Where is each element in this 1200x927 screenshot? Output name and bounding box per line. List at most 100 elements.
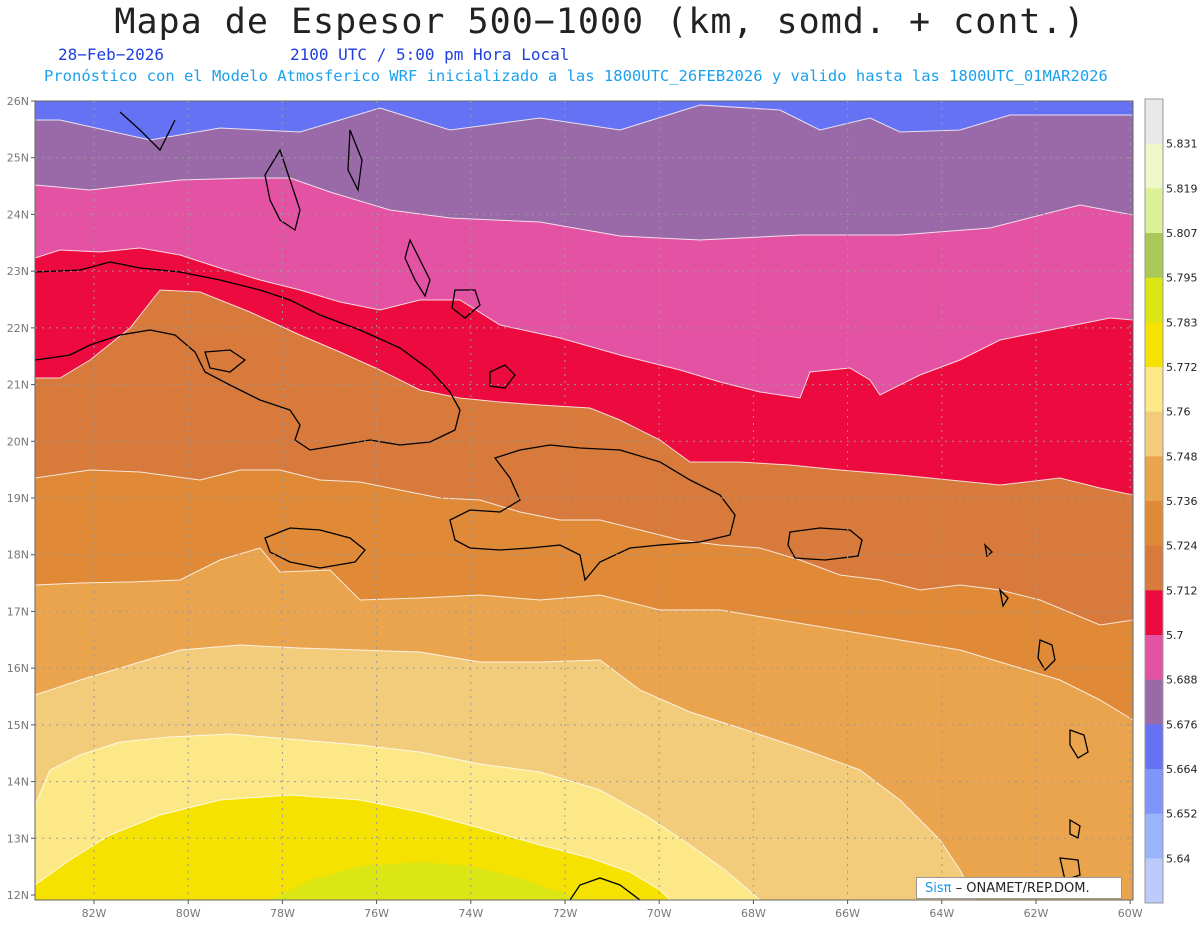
colorbar-swatch [1145, 277, 1163, 323]
trinidad [1059, 857, 1081, 881]
lat-label: 14N [7, 776, 29, 789]
contour-lines [35, 104, 1133, 900]
lon-label: 64W [929, 907, 954, 920]
turks-caicos [489, 364, 516, 389]
lon-label: 78W [270, 907, 295, 920]
lat-label: 26N [7, 95, 29, 108]
colorbar-label: 5.688 [1166, 674, 1198, 687]
colorbar-swatch [1145, 635, 1163, 681]
colorbar-swatch [1145, 367, 1163, 413]
lon-label: 66W [835, 907, 860, 920]
lon-label: 72W [553, 907, 578, 920]
lon-label: 62W [1024, 907, 1049, 920]
colorbar-swatch [1145, 456, 1163, 502]
colorbar-label: 5.664 [1166, 763, 1198, 776]
lat-label: 18N [7, 549, 29, 562]
colorbar-label: 5.736 [1166, 495, 1198, 508]
latitude-labels: 26N 25N 24N 23N 22N 21N 20N 19N 18N 17N 16N 15N 14N 1… [7, 95, 29, 902]
forecast-date: 28−Feb−2026 [58, 45, 164, 64]
colorbar-swatch [1145, 99, 1163, 145]
lat-label: 23N [7, 265, 29, 278]
credit-box: Sisπ – ONAMET/REP.DOM. [916, 877, 1122, 899]
band-5.772 [35, 795, 670, 900]
bahamas-andros [264, 148, 301, 232]
band-5.783 [270, 862, 580, 900]
lat-label: 24N [7, 208, 29, 221]
lat-label: 22N [7, 322, 29, 335]
leeward-2 [983, 543, 993, 558]
lat-label: 12N [7, 889, 29, 902]
coastlines [35, 111, 1089, 900]
colorbar-label: 5.748 [1166, 450, 1198, 463]
lon-label: 70W [647, 907, 672, 920]
longitude-labels: 82W 80W 78W 76W 74W 72W 70W 68W 66W 64W 62W 60W [82, 907, 1143, 920]
bahamas-south [404, 238, 431, 298]
puerto-rico-coast [787, 527, 863, 561]
colorbar-swatch [1145, 813, 1163, 859]
colorbar-swatch [1145, 769, 1163, 815]
hispaniola-coast [449, 444, 736, 582]
lon-label: 74W [458, 907, 483, 920]
thickness-bands [35, 101, 1133, 900]
colorbar-swatch [1145, 188, 1163, 234]
colorbar-swatch [1145, 233, 1163, 279]
isla-juventud [204, 349, 247, 373]
grid-lines [31, 100, 1133, 904]
lon-label: 60W [1118, 907, 1143, 920]
credit-text: – ONAMET/REP.DOM. [951, 881, 1090, 896]
colorbar-swatch [1145, 679, 1163, 725]
lat-label: 25N [7, 152, 29, 165]
colorbar-label: 5.7 [1166, 629, 1184, 642]
colorbar-frame [1144, 98, 1164, 904]
colorbar-swatch [1145, 501, 1163, 547]
colorbar-label: 5.795 [1166, 272, 1198, 285]
lat-label: 17N [7, 605, 29, 618]
colorbar-label: 5.831 [1166, 138, 1198, 151]
colorbar-label: 5.64 [1166, 852, 1191, 865]
band-5.688 [35, 178, 1133, 398]
colorbar-swatch [1145, 545, 1163, 591]
band-5.664 [35, 101, 1133, 140]
colorbar-label: 5.819 [1166, 182, 1198, 195]
lat-label: 20N [7, 435, 29, 448]
lon-label: 82W [82, 907, 107, 920]
colorbar-swatch [1145, 322, 1163, 368]
credit-brand: Sisπ [925, 881, 952, 896]
lon-label: 76W [364, 907, 389, 920]
colorbar-label: 5.76 [1166, 406, 1191, 419]
lesser-antilles-2 [1069, 729, 1089, 759]
lon-label: 68W [741, 907, 766, 920]
jamaica-coast [264, 527, 366, 569]
colorbar-label: 5.783 [1166, 316, 1198, 329]
colorbar-label: 5.712 [1166, 584, 1198, 597]
lat-label: 15N [7, 719, 29, 732]
lesser-antilles-1 [1037, 639, 1056, 672]
colorbar-label: 5.807 [1166, 227, 1198, 240]
valid-time: 2100 UTC / 5:00 pm Hora Local [290, 45, 570, 64]
colorbar-label: 5.676 [1166, 718, 1198, 731]
band-5.676 [35, 105, 1133, 240]
colorbar-swatch [1145, 143, 1163, 189]
colorbar-label: 5.724 [1166, 540, 1198, 553]
colorbar-swatch [1145, 858, 1163, 904]
colorbar-label: 5.652 [1166, 808, 1198, 821]
venezuela-coast [569, 877, 641, 900]
leeward-1 [998, 588, 1009, 608]
lat-label: 13N [7, 832, 29, 845]
colorbar: 5.831 5.819 5.807 5.795 5.783 5.772 5.76 5.748 5… [1144, 98, 1198, 904]
cuba-coast [35, 261, 461, 451]
bahamas-east [347, 129, 363, 193]
colorbar-label: 5.772 [1166, 361, 1198, 374]
lat-label: 21N [7, 379, 29, 392]
map-title: Mapa de Espesor 500−1000 (km, somd. + co… [114, 2, 1086, 42]
colorbar-swatch [1145, 724, 1163, 770]
colorbar-swatch [1145, 411, 1163, 457]
colorbar-swatch [1145, 590, 1163, 636]
band-5.712 [35, 290, 1133, 625]
plot-frame [34, 100, 1134, 901]
florida-keys [119, 111, 176, 152]
lat-label: 19N [7, 492, 29, 505]
forecast-description: Pronóstico con el Modelo Atmosferico WRF… [44, 67, 1108, 85]
lat-label: 16N [7, 662, 29, 675]
